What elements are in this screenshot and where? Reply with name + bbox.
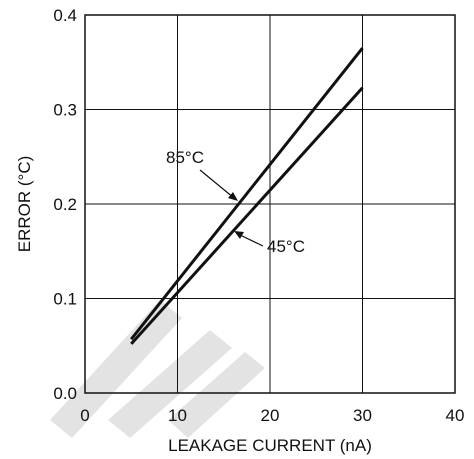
x-tick-label: 30	[353, 406, 372, 425]
y-tick-label: 0.4	[53, 6, 77, 25]
x-tick-labels: 0 10 20 30 40	[80, 406, 464, 425]
x-axis-title: LEAKAGE CURRENT (nA)	[168, 436, 372, 455]
y-axis-title: ERROR (°C)	[15, 156, 34, 253]
annotation-85c: 85°C	[166, 148, 204, 167]
x-tick-label: 0	[80, 406, 89, 425]
x-tick-label: 40	[446, 406, 465, 425]
annotation-45c: 45°C	[267, 237, 305, 256]
x-tick-label: 10	[168, 406, 187, 425]
series-line-85c	[130, 47, 364, 341]
x-tick-label: 20	[261, 406, 280, 425]
plot-frame	[84, 14, 456, 394]
annotation-45c-leader	[237, 233, 264, 247]
y-tick-label: 0.0	[53, 384, 77, 403]
annotation-45c-arrowhead	[234, 231, 244, 239]
series-lines	[130, 47, 364, 345]
annotation-85c-leader	[199, 169, 235, 199]
series-line-45c	[130, 86, 364, 345]
annotation-85c-arrowhead	[228, 192, 238, 201]
watermark	[50, 300, 265, 438]
y-tick-label: 0.1	[53, 290, 77, 309]
y-tick-label: 0.3	[53, 101, 77, 120]
y-tick-label: 0.2	[53, 195, 77, 214]
y-tick-labels: 0.0 0.1 0.2 0.3 0.4	[53, 6, 77, 403]
